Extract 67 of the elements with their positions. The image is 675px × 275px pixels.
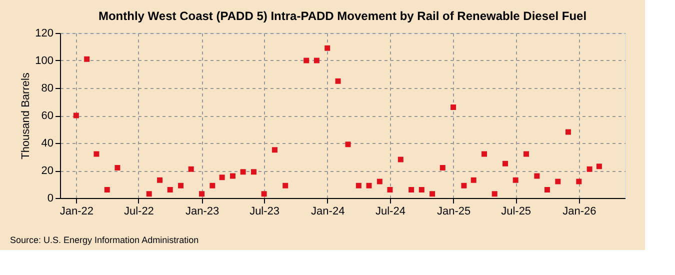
y-tick-label: 80 (41, 82, 54, 94)
y-tick-label: 40 (41, 138, 54, 150)
point (178, 182, 184, 188)
point (188, 166, 194, 172)
point (596, 164, 602, 170)
point (199, 191, 205, 197)
point (146, 191, 152, 197)
point (356, 182, 362, 188)
point (482, 151, 488, 157)
point (398, 156, 404, 162)
point (345, 142, 351, 148)
point (73, 112, 79, 118)
point (586, 166, 592, 172)
y-axis-title: Thousand Barrels (20, 72, 32, 160)
x-tick-label: Jan-24 (311, 206, 345, 218)
point (167, 187, 173, 192)
point (408, 187, 414, 192)
point (430, 191, 436, 197)
chart-title: Monthly West Coast (PADD 5) Intra-PADD Movement by Rail of Renewable Diesel Fuel (98, 9, 587, 23)
point (461, 182, 467, 188)
point (555, 178, 561, 184)
point (544, 187, 550, 192)
y-tick-label: 60 (41, 110, 54, 122)
y-tick-label: 100 (35, 55, 54, 67)
point (272, 147, 278, 153)
point (261, 191, 267, 197)
point (450, 104, 456, 110)
point (219, 174, 225, 180)
point (157, 177, 163, 183)
point (512, 177, 518, 183)
point (324, 45, 330, 51)
point (534, 173, 540, 179)
x-tick-label: Jan-22 (60, 206, 94, 218)
point (565, 129, 571, 135)
x-tick-label: Jul-25 (501, 206, 532, 218)
y-tick-label: 20 (41, 165, 54, 177)
x-tick-label: Jul-23 (250, 206, 280, 218)
point (418, 187, 424, 192)
point (366, 182, 372, 188)
point (240, 169, 246, 175)
point (440, 165, 446, 170)
x-tick-label: Jul-22 (124, 206, 154, 218)
point (230, 173, 236, 179)
point (376, 178, 382, 184)
point (94, 151, 100, 157)
point (314, 58, 320, 64)
point (502, 160, 508, 166)
point (210, 182, 216, 188)
point (84, 56, 90, 62)
point (470, 177, 476, 183)
source-note: Source: U.S. Energy Information Administration (10, 235, 199, 245)
x-tick-label: Jan-25 (436, 206, 471, 218)
point (576, 178, 582, 184)
x-tick-label: Jan-26 (562, 206, 596, 218)
y-tick-label: 0 (47, 192, 54, 204)
point (492, 191, 498, 197)
x-tick-label: Jul-24 (376, 206, 406, 218)
point (250, 169, 256, 175)
point (104, 187, 110, 192)
y-tick-label: 120 (35, 28, 54, 40)
x-tick-label: Jan-23 (185, 206, 220, 218)
point (387, 187, 393, 192)
point (335, 78, 341, 84)
point (304, 58, 310, 64)
point (282, 182, 288, 188)
point (114, 165, 120, 170)
point (524, 151, 529, 157)
